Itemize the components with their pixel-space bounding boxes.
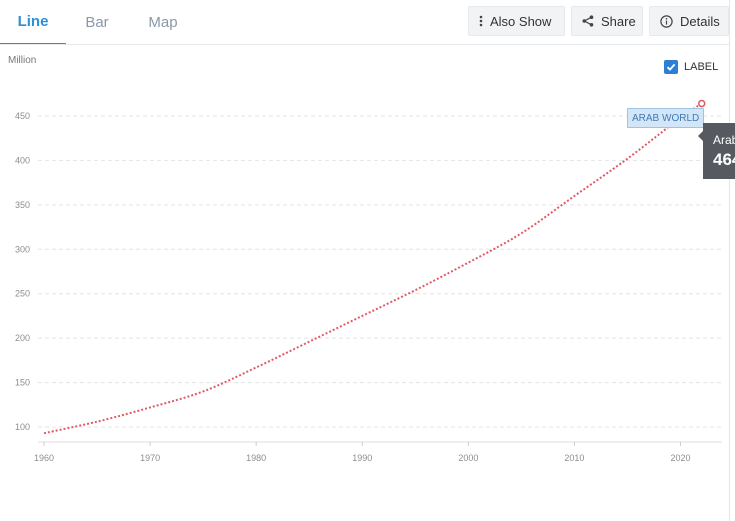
data-tooltip: Arab World 464 <box>703 123 735 179</box>
series-line-arab-world <box>43 102 703 435</box>
y-tick-label: 200 <box>15 333 30 343</box>
x-tick-label: 1990 <box>352 453 372 463</box>
y-tick-label: 100 <box>15 422 30 432</box>
label-checkbox[interactable] <box>664 60 678 74</box>
x-tick-label: 1970 <box>140 453 160 463</box>
tab-line-label: Line <box>17 13 49 30</box>
y-tick-label: 250 <box>15 289 30 299</box>
also-show-label: Also Show <box>490 13 552 29</box>
y-tick-labels: 100 150 200 250 300 350 400 450 <box>15 111 30 432</box>
label-toggle[interactable]: LABEL <box>664 60 718 74</box>
tooltip-arrow <box>698 130 704 142</box>
y-tick-label: 400 <box>15 155 30 165</box>
x-tick-label: 2020 <box>670 453 690 463</box>
x-axis: 1960 1970 1980 1990 2000 2010 2020 <box>34 441 722 463</box>
tab-bar-label: Bar <box>85 14 109 31</box>
tab-map[interactable]: Map <box>128 0 198 45</box>
series-layer <box>43 99 706 435</box>
x-tick-label: 1980 <box>246 453 266 463</box>
y-axis-unit: Million <box>8 55 37 66</box>
grid-lines <box>38 115 722 428</box>
also-show-button[interactable]: Also Show <box>468 6 565 36</box>
share-label: Share <box>601 13 636 29</box>
share-button[interactable]: Share <box>571 6 643 36</box>
x-tick-label: 2000 <box>458 453 478 463</box>
y-tick-label: 300 <box>15 244 30 254</box>
tab-bar[interactable]: Bar <box>66 0 128 45</box>
series-label: ARAB WORLD <box>627 108 705 128</box>
vertical-dots-icon <box>479 15 483 27</box>
share-icon <box>582 15 594 27</box>
checkmark-icon <box>666 63 676 71</box>
x-tick-label: 2010 <box>564 453 584 463</box>
details-label: Details <box>680 13 720 29</box>
label-toggle-text: LABEL <box>684 61 719 73</box>
action-bar: Also Show Share Details <box>468 6 729 36</box>
y-tick-label: 150 <box>15 378 30 388</box>
info-circle-icon <box>660 14 673 28</box>
panel-edge <box>729 0 730 521</box>
details-button[interactable]: Details <box>649 6 729 36</box>
series-end-point <box>697 99 706 108</box>
tab-map-label: Map <box>148 14 178 31</box>
y-tick-label: 450 <box>15 111 30 121</box>
x-tick-label: 1960 <box>34 453 54 463</box>
tooltip-value: 464 <box>713 150 735 169</box>
tooltip-series-name: Arab World <box>713 133 735 147</box>
chart-type-tabs: Line Bar Map <box>0 0 198 45</box>
y-tick-label: 350 <box>15 200 30 210</box>
tabs-divider <box>0 44 729 45</box>
